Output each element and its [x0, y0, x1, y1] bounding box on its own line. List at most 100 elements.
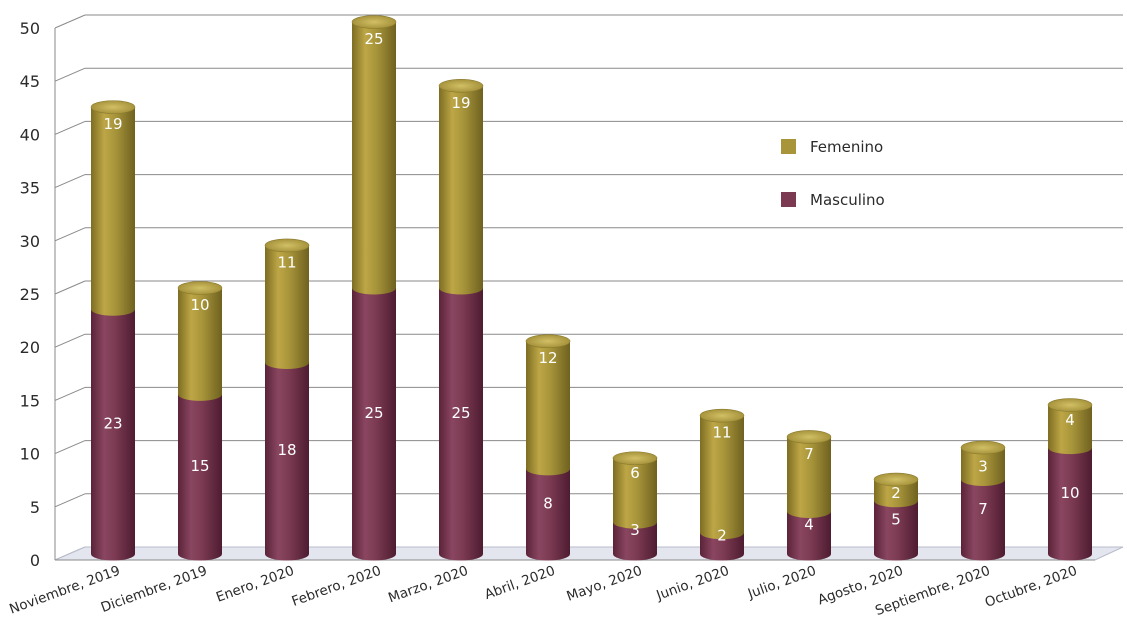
y-axis-ticks: 0 5 10 15 20 25 30 35 40 45 50: [20, 19, 40, 570]
bar-group: 23 19: [90, 100, 136, 561]
y-tick-label: 0: [30, 551, 40, 570]
bar-group: 2 11: [699, 408, 745, 561]
data-label-femenino: 7: [804, 445, 814, 463]
data-label-masculino: 10: [1060, 484, 1079, 502]
x-tick-label: Octubre, 2020: [983, 563, 1080, 611]
bar-group: 25 25: [351, 15, 397, 561]
bar-masculino: [265, 362, 309, 561]
data-label-femenino: 25: [364, 30, 383, 48]
y-tick-label: 45: [20, 72, 40, 91]
y-tick-label: 50: [20, 19, 40, 38]
data-label-masculino: 23: [103, 415, 122, 433]
data-label-femenino: 11: [712, 424, 731, 442]
gridline-diag: [54, 14, 86, 29]
bar-masculino: [874, 500, 918, 561]
bar-cap: [960, 440, 1006, 455]
bar-group: 36: [612, 451, 658, 561]
y-tick-label: 15: [20, 391, 40, 410]
data-label-masculino: 4: [804, 516, 814, 534]
bar-femenino: [178, 288, 222, 401]
bar-group: 10 4: [1047, 398, 1093, 561]
data-label-masculino: 18: [277, 441, 296, 459]
legend: Femenino Masculino: [781, 138, 885, 209]
bar-group: 47: [786, 430, 832, 561]
legend-label-femenino: Femenino: [810, 138, 883, 156]
data-label-femenino: 12: [538, 349, 557, 367]
bar-masculino: [178, 394, 222, 561]
bar-cap: [90, 100, 136, 114]
legend-swatch-femenino: [781, 139, 796, 154]
bar-femenino: [613, 458, 657, 529]
x-tick-label: Junio, 2020: [653, 563, 731, 604]
bar-femenino: [1048, 405, 1092, 455]
data-label-masculino: 5: [891, 510, 901, 528]
bar-femenino: [874, 479, 918, 508]
bar-femenino: [526, 341, 570, 476]
bar-group: 25 19: [438, 79, 484, 561]
data-label-masculino: 8: [543, 494, 553, 512]
bar-masculino: [526, 468, 570, 561]
bar-cap: [177, 281, 223, 295]
bar-masculino: [1048, 447, 1092, 561]
y-tick-label: 40: [20, 125, 40, 144]
bar-masculino: [352, 288, 396, 561]
bar-cap: [351, 15, 397, 29]
y-tick-label: 20: [20, 338, 40, 357]
data-label-femenino: 19: [451, 94, 470, 112]
x-tick-label: Enero, 2020: [214, 563, 296, 606]
bar-cap: [438, 79, 484, 93]
gridline-diag: [54, 333, 86, 348]
gridline-diag: [54, 493, 86, 508]
data-label-femenino: 11: [277, 253, 296, 271]
bar-femenino: [265, 245, 309, 369]
x-tick-label: Julio, 2020: [745, 563, 818, 603]
gridline-diag: [54, 174, 86, 189]
bar-group: 8 12: [525, 334, 571, 561]
bar-cap: [612, 451, 658, 466]
bar-masculino: [787, 511, 831, 561]
bar-cap: [699, 408, 745, 423]
bar-cap: [786, 430, 832, 444]
y-tick-label: 30: [20, 232, 40, 251]
data-label-masculino: 3: [630, 521, 640, 539]
gridline-diag: [54, 386, 86, 401]
bar-femenino: [787, 436, 831, 518]
y-tick-label: 5: [30, 498, 40, 517]
bar-masculino: [439, 288, 483, 561]
data-label-femenino: 4: [1065, 411, 1075, 429]
bar-cap: [525, 334, 571, 349]
bar-femenino: [961, 447, 1005, 487]
y-tick-label: 35: [20, 179, 40, 198]
x-tick-label: Febrero, 2020: [290, 563, 384, 610]
data-label-femenino: 6: [630, 464, 640, 482]
bar-femenino: [91, 107, 135, 316]
y-tick-label: 10: [20, 445, 40, 464]
bar-group: 52: [873, 472, 919, 561]
data-label-femenino: 19: [103, 115, 122, 133]
data-label-masculino: 25: [451, 404, 470, 422]
bar-cap: [264, 238, 310, 253]
bar-cap: [873, 472, 919, 487]
x-tick-label: Marzo, 2020: [386, 563, 470, 607]
gridline-diag: [54, 440, 86, 455]
legend-label-masculino: Masculino: [810, 191, 885, 209]
bar-femenino: [439, 85, 483, 295]
bar-masculino: [91, 309, 135, 561]
data-label-masculino: 7: [978, 500, 988, 518]
data-label-femenino: 10: [190, 296, 209, 314]
data-label-masculino: 15: [190, 457, 209, 475]
y-tick-label: 25: [20, 285, 40, 304]
bar-masculino: [961, 479, 1005, 561]
gridline-diag: [54, 280, 86, 295]
gridline-diag: [54, 120, 86, 135]
bar-femenino: [352, 22, 396, 295]
gridline-diag: [54, 67, 86, 82]
legend-swatch-masculino: [781, 192, 796, 207]
data-label-femenino: 2: [891, 484, 901, 502]
x-tick-label: Mayo, 2020: [565, 563, 645, 605]
data-label-femenino: 3: [978, 458, 988, 476]
